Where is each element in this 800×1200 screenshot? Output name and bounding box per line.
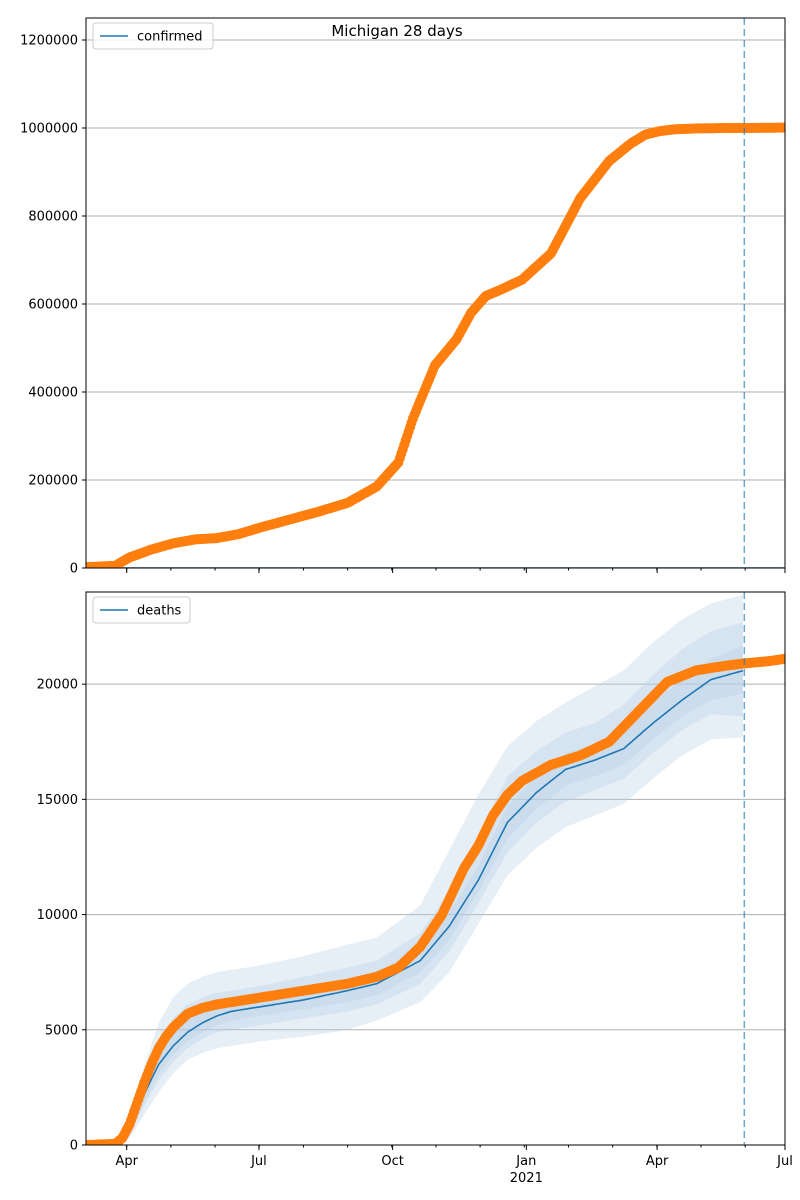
y-tick-label: 10000	[37, 908, 78, 923]
y-tick-label: 1000000	[20, 122, 78, 137]
legend-box	[92, 22, 214, 50]
legend: deaths	[92, 596, 191, 624]
x-tick-label: Jul	[250, 1154, 267, 1169]
y-tick-label: 400000	[28, 386, 78, 401]
y-tick-label: 0	[70, 1139, 78, 1154]
observed-series	[86, 122, 785, 568]
model-line	[86, 669, 744, 1145]
y-tick-label: 800000	[28, 210, 78, 225]
x-tick-label: Apr	[115, 1154, 138, 1169]
legend-label: deaths	[137, 604, 182, 619]
figure-title: Michigan 28 days	[331, 22, 462, 40]
legend: confirmed	[92, 22, 214, 50]
uncertainty-band	[86, 594, 743, 1145]
deaths-chart: 0 5000 10000 15000 20000 Apr Jul Oct Jan 2021 Apr J…	[37, 591, 793, 1186]
y-tick-label: 0	[70, 562, 78, 577]
x-tick-label: Apr	[646, 1154, 669, 1169]
legend-box	[92, 596, 191, 624]
x-tick-label: Oct	[381, 1154, 403, 1169]
observed-point	[780, 653, 785, 664]
uncertainty-band	[86, 645, 743, 1145]
y-tick-label: 20000	[37, 678, 78, 693]
observed-point	[780, 122, 785, 133]
y-tick-label: 600000	[28, 298, 78, 313]
y-tick-label: 200000	[28, 474, 78, 489]
observed-series	[86, 653, 785, 1145]
y-tick-label: 5000	[45, 1023, 78, 1038]
y-tick-label: 1200000	[20, 34, 78, 49]
legend-label: confirmed	[137, 30, 203, 45]
x-tick-year-label: 2021	[510, 1171, 543, 1186]
x-tick-label: Jul	[776, 1154, 793, 1169]
plot-area	[86, 594, 785, 1145]
y-tick-label: 15000	[37, 793, 78, 808]
confirmed-chart: 0 200000 400000 600000 800000 1000000 1200000 c…	[20, 17, 786, 577]
x-tick-label: Jan	[515, 1154, 536, 1169]
plot-area	[86, 122, 785, 568]
